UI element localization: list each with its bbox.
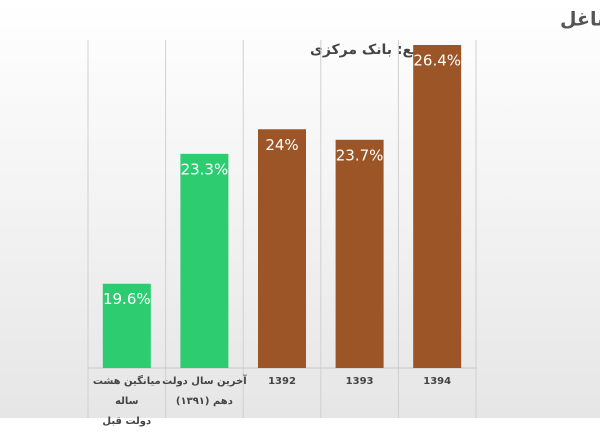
chart-subtitle: منبع: بانک مرکزی bbox=[310, 42, 432, 58]
chart-title: درصد تعداد خانوارهای فاقد حتی یک شاغل bbox=[560, 9, 600, 31]
x-tick-label: 1392 bbox=[268, 376, 296, 387]
x-tick-label: 1394 bbox=[423, 376, 452, 387]
value-label: 24% bbox=[265, 136, 298, 154]
chart: درصد تعداد خانوارهای فاقد حتی یک شاغل من… bbox=[0, 0, 600, 418]
bar bbox=[335, 139, 384, 368]
value-label: 23.7% bbox=[336, 146, 384, 164]
bar bbox=[102, 283, 151, 368]
bar bbox=[180, 153, 229, 368]
bar bbox=[258, 129, 306, 368]
x-tick-label: 1393 bbox=[345, 376, 374, 387]
bar bbox=[413, 45, 462, 368]
value-label: 19.6% bbox=[103, 290, 151, 308]
x-tick-label: میانگین هشت ساله دولت قبل bbox=[92, 376, 161, 427]
value-label: 23.3% bbox=[181, 160, 229, 178]
x-tick-label: آخرین سال دولت دهم (۱۳۹۱) bbox=[162, 376, 247, 407]
value-label: 26.4% bbox=[413, 52, 461, 70]
